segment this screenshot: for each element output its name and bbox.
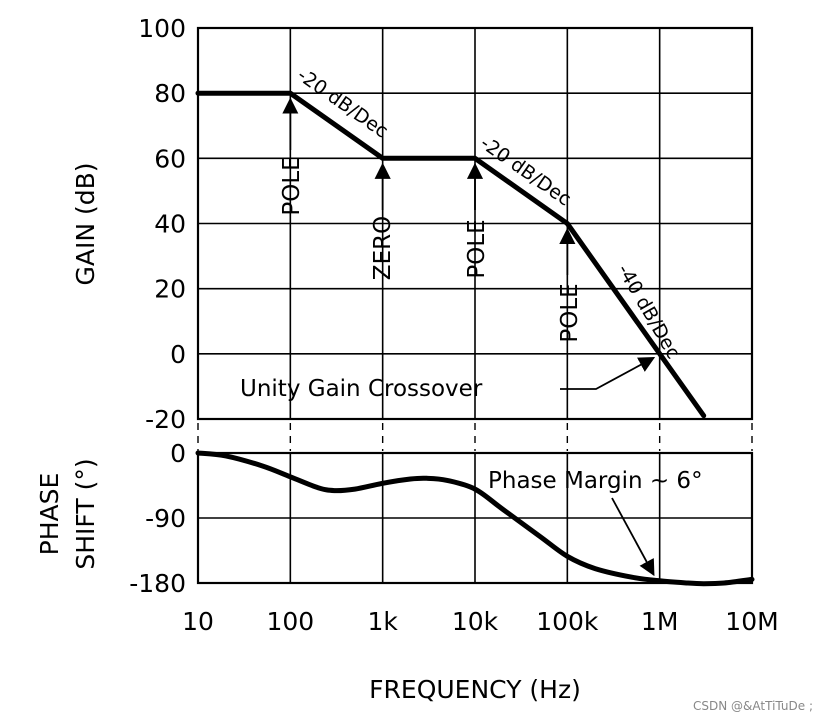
phase-margin-label: Phase Margin ~ 6° [488,468,703,494]
phase-axis-label-line2: SHIFT (°) [71,458,100,569]
phase-tick-label-1: -90 [145,504,186,533]
gain-tick-label-2: 60 [154,144,186,173]
gain-axis-label: GAIN (dB) [71,162,100,285]
frequency-axis-label: FREQUENCY (Hz) [369,675,581,704]
x-tick-label-5: 1M [641,607,678,636]
phase-margin-arrow [611,497,655,577]
pole-label-100k: POLE [557,283,583,342]
gain-curve [195,90,707,419]
zero-label-1k: ZERO [370,216,396,280]
x-tick-label-4: 100k [536,607,599,636]
pole-label-100: POLE [279,156,305,215]
grid [197,28,753,583]
unity-gain-arrow [560,357,656,390]
x-tick-label-1: 100 [266,607,314,636]
gain-tick-label-5: 0 [170,340,186,369]
x-tick-label-6: 10M [725,607,778,636]
phase-axis-label-line1: PHASE [35,473,64,556]
slope-label-3: -40 dB/Dec [613,261,685,363]
gain-tick-label-1: 80 [154,79,186,108]
x-tick-label-0: 10 [182,607,214,636]
pole-label-10k: POLE [464,219,490,278]
phase-tick-label-2: -180 [129,569,186,598]
gain-tick-label-3: 40 [154,210,186,239]
x-tick-label-3: 10k [452,607,499,636]
phase-tick-label-0: 0 [170,439,186,468]
unity-gain-crossover-label: Unity Gain Crossover [240,376,483,402]
gain-tick-label-6: -20 [145,405,186,434]
gain-tick-label-4: 20 [154,275,186,304]
phase-curve [195,450,755,587]
gain-tick-label-0: 100 [138,14,186,43]
tick-labels: 10 100 1k 10k 100k 1M 10M 100 80 60 40 20 0 -20 0 -90 -1… [129,14,778,636]
annotation-arrows [282,97,656,577]
x-tick-label-2: 1k [367,607,398,636]
watermark: CSDN @&AtTiTuDe ; [693,699,813,713]
